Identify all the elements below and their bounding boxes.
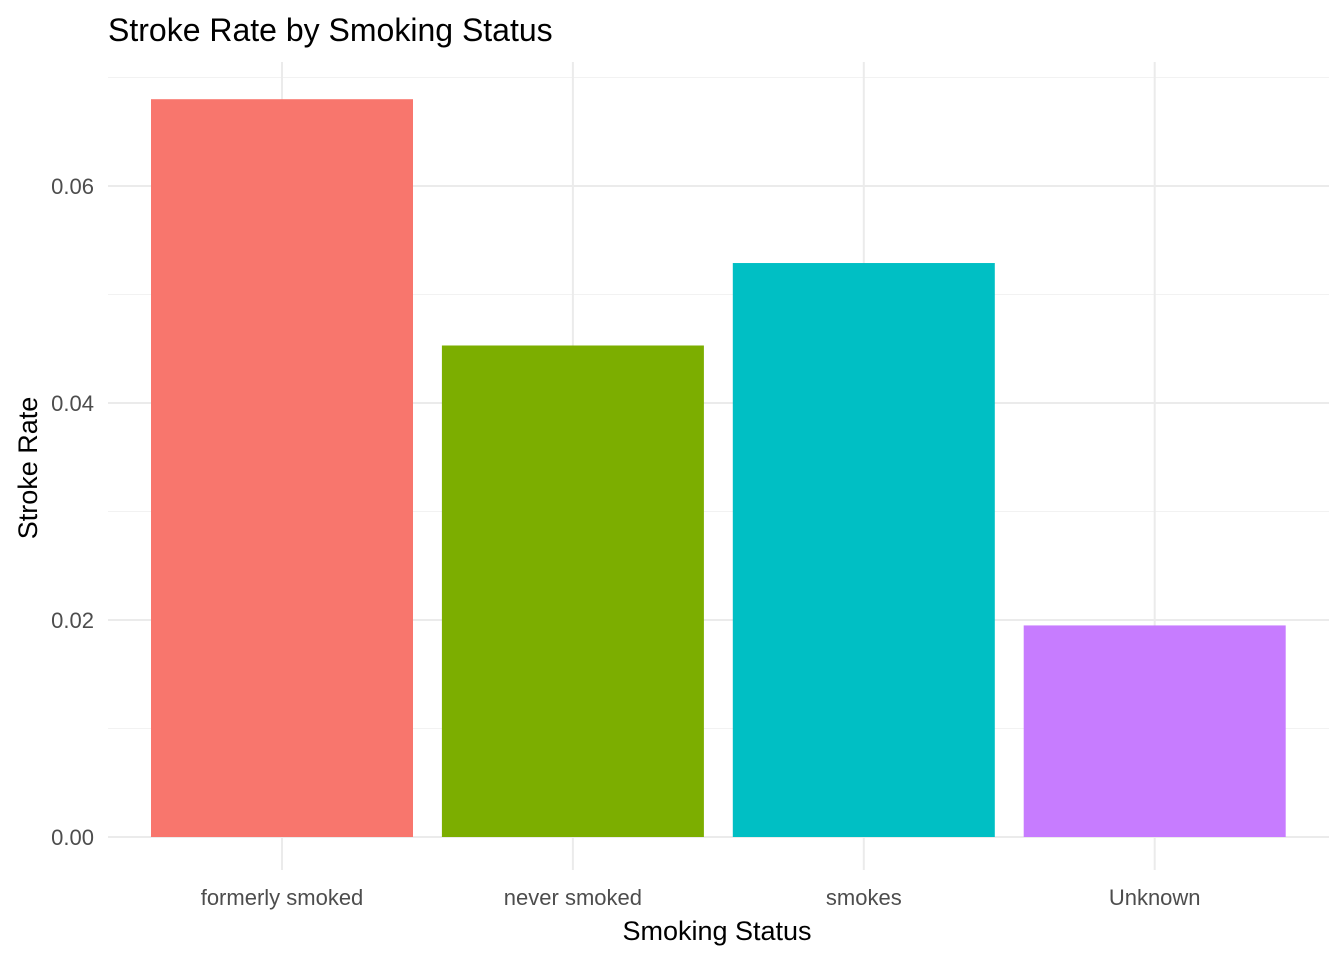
bar-never-smoked (441, 345, 704, 837)
y-tick-label: 0.00 (51, 825, 94, 850)
y-tick-label: 0.04 (51, 391, 94, 416)
bar-unknown (1023, 625, 1286, 837)
y-tick-label: 0.02 (51, 608, 94, 633)
y-tick-label: 0.06 (51, 174, 94, 199)
bar-smokes (732, 263, 995, 837)
x-tick-label: formerly smoked (201, 885, 364, 910)
y-axis-ticks: 0.00 0.02 0.04 0.06 (51, 174, 94, 850)
y-axis-title: Stroke Rate (13, 397, 43, 540)
chart-title: Stroke Rate by Smoking Status (108, 12, 553, 48)
bar-formerly-smoked (151, 99, 413, 837)
bars (151, 99, 1286, 837)
x-axis-title: Smoking Status (622, 916, 811, 946)
x-tick-label: Unknown (1109, 885, 1201, 910)
x-tick-label: smokes (826, 885, 902, 910)
x-tick-label: never smoked (504, 885, 642, 910)
x-axis-ticks: formerly smoked never smoked smokes Unknown (201, 885, 1201, 910)
